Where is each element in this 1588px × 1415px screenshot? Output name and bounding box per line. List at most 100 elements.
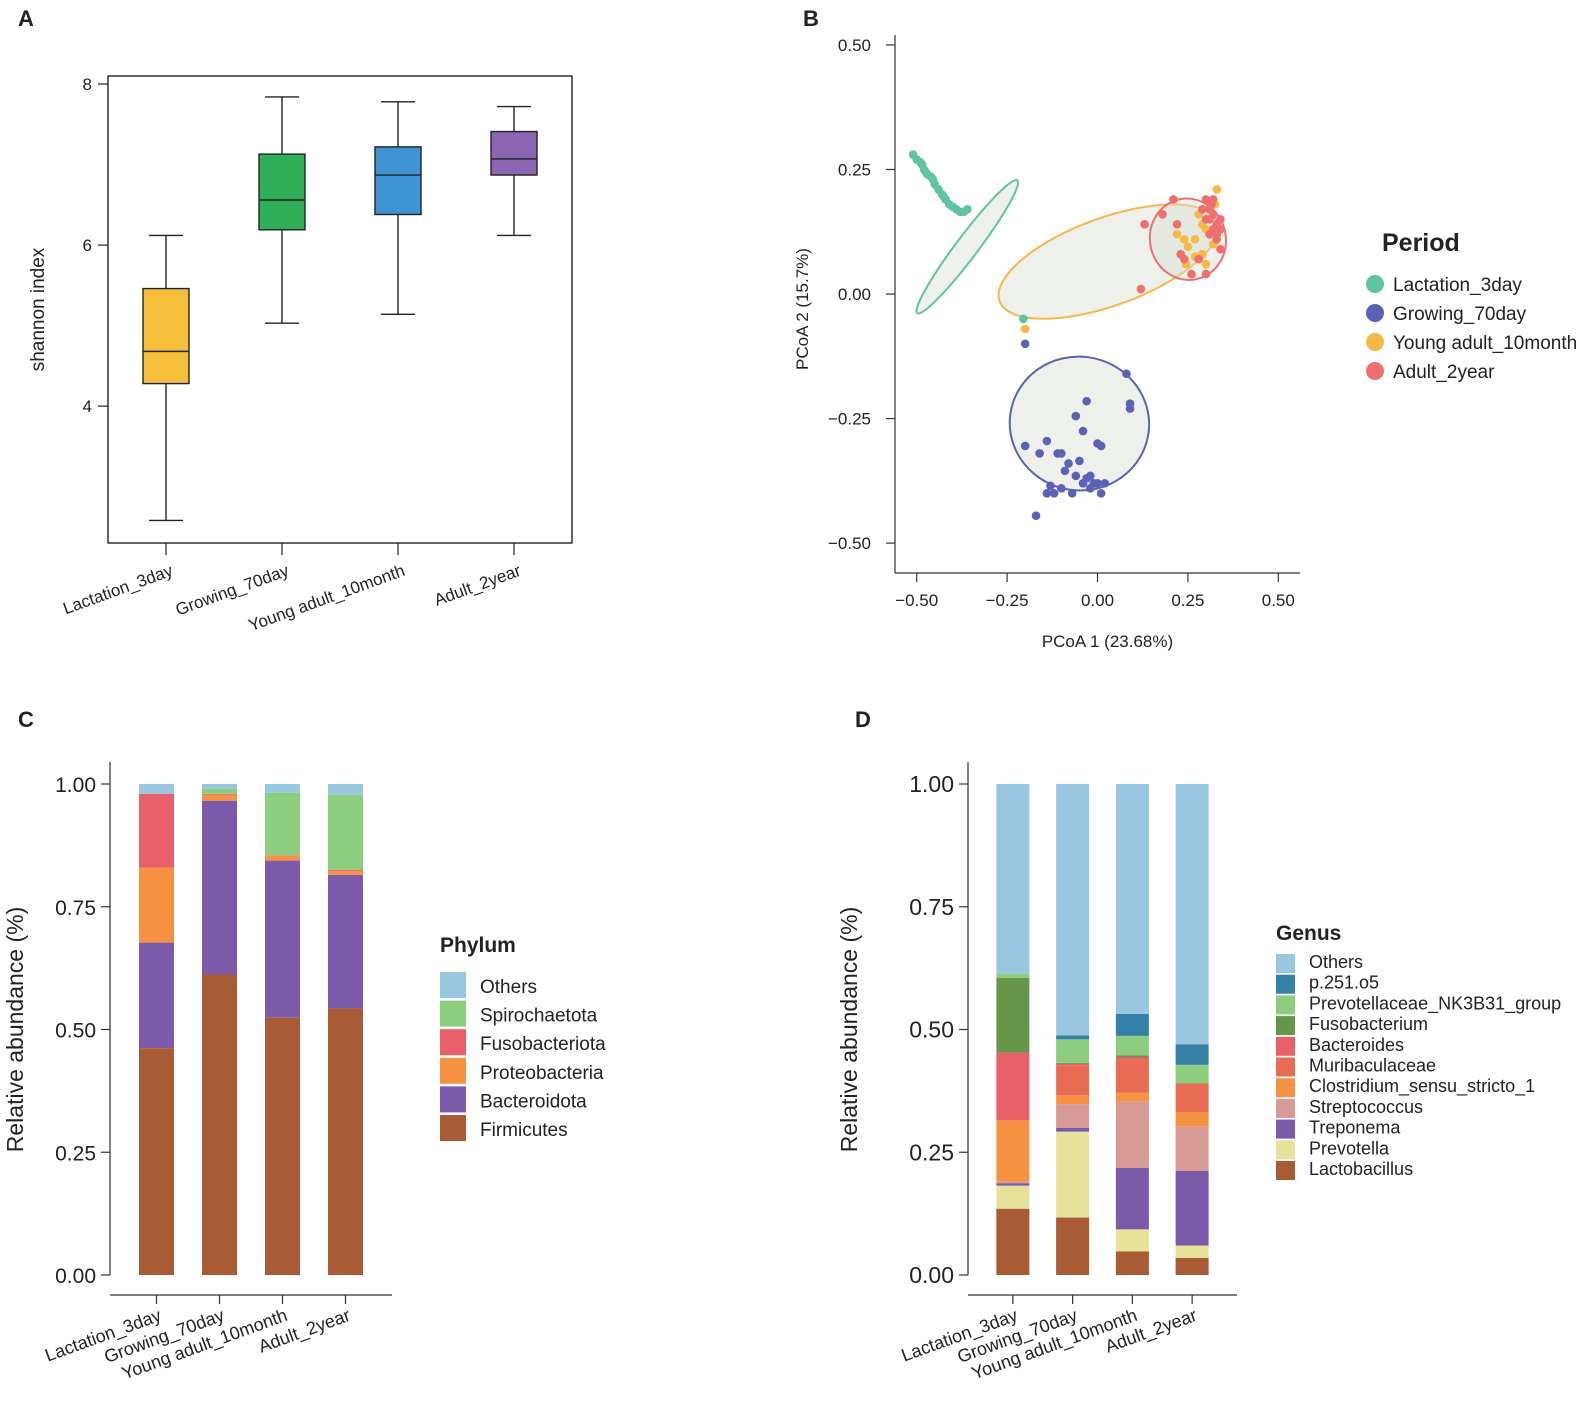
confidence-ellipse (915, 178, 1020, 315)
box-lactation-3day (142, 234, 190, 522)
segment-fusobacterium (1115, 1055, 1149, 1057)
segment-others (996, 784, 1030, 975)
data-point (1201, 195, 1211, 204)
y-tick-label: 0.00 (838, 285, 871, 304)
box-iqr (374, 146, 422, 216)
data-point (1179, 234, 1189, 244)
segment-proteobacteria (328, 870, 363, 875)
data-point (1190, 234, 1200, 244)
x-tick-label: −0.50 (895, 591, 938, 610)
data-point (1078, 426, 1088, 436)
data-point (1067, 488, 1077, 498)
legend-swatch-fusobacteriota (440, 1029, 466, 1056)
legend-swatch-spirochaetota (440, 1000, 466, 1027)
data-point (1194, 254, 1204, 264)
segment-lactobacillus (1056, 1217, 1090, 1275)
data-point (1207, 200, 1216, 209)
legend-label-treponema: Treponema (1309, 1118, 1401, 1138)
y-tick-label: 0.50 (838, 36, 871, 55)
data-point (1082, 396, 1091, 406)
data-point (1212, 234, 1222, 244)
legend-label-clostridium-sensu-stricto-1: Clostridium_sensu_stricto_1 (1309, 1076, 1535, 1097)
y-tick-label: 6 (83, 236, 92, 255)
data-point (1169, 195, 1178, 204)
y-tick-label: 4 (83, 397, 92, 416)
bar-lactation-3day (139, 784, 174, 1275)
segment-prevotellaceae-nk3b31-group (1056, 1039, 1090, 1063)
segment-spirochaetota (265, 792, 300, 856)
legend-label-spirochaetota: Spirochaetota (480, 1006, 598, 1027)
legend-label-bacteroidota: Bacteroidota (480, 1091, 587, 1112)
segment-bacteroidota (202, 800, 237, 975)
data-point (1216, 244, 1225, 254)
segment-muribaculaceae (1175, 1083, 1209, 1112)
bar-growing-70day (202, 784, 237, 1275)
legend-label-growing-70day: Growing_70day (1393, 304, 1527, 325)
legend: Phylum Others Spirochaetota Fusobacteriota P… (440, 934, 606, 1141)
y-tick-label: −0.25 (828, 410, 871, 429)
data-point (1071, 471, 1081, 481)
legend: Period Lactation_3day Growing_70day Young a… (1366, 229, 1577, 383)
legend-swatch-fusobacterium (1276, 1016, 1295, 1036)
segment-spirochaetota (328, 794, 363, 870)
segment-streptococcus (1115, 1101, 1149, 1168)
legend-swatch-growing-70day (1366, 304, 1384, 322)
y-tick-label: 0.75 (909, 894, 954, 920)
x-tick-label: 0.00 (1081, 591, 1114, 610)
legend-label-fusobacterium: Fusobacterium (1309, 1014, 1428, 1034)
box-iqr (490, 130, 538, 176)
panel-b-pcoa: 0.50 0.25 0.00 −0.25 −0.50 −0.50 −0.25 0.00 0.25… (793, 35, 1577, 651)
data-point (1085, 471, 1095, 481)
segment-treponema (1056, 1127, 1090, 1132)
segment-bacteroidota (328, 874, 363, 1009)
data-point (1020, 339, 1030, 349)
data-point (1031, 511, 1041, 521)
y-axis-label: Relative abundance (%) (836, 907, 862, 1152)
legend-title: Period (1382, 229, 1460, 257)
bar-adult-2year (1175, 784, 1209, 1275)
box-iqr (142, 287, 190, 385)
y-tick-label: 0.00 (55, 1265, 96, 1288)
segment-muribaculaceae (1056, 1065, 1090, 1096)
data-point (1183, 242, 1193, 252)
segment-proteobacteria (139, 867, 174, 943)
data-point (1201, 259, 1211, 269)
legend-swatch-prevotellaceae-nk3b31-group (1276, 995, 1295, 1015)
data-point (1136, 284, 1146, 294)
segment-bacteroides (1056, 1063, 1090, 1066)
legend-swatch-firmicutes (440, 1115, 466, 1141)
data-point (1198, 205, 1207, 214)
data-point (1096, 488, 1106, 498)
segment-fusobacterium (996, 977, 1030, 1053)
segment-streptococcus (1175, 1126, 1209, 1171)
bar-lactation-3day (996, 784, 1030, 1275)
data-point (1046, 481, 1055, 491)
y-tick-label: 1.00 (909, 771, 954, 797)
legend-swatch-p-251-o5 (1276, 974, 1295, 994)
data-point (1078, 479, 1088, 488)
legend-title: Genus (1276, 922, 1341, 945)
x-tick-label: Adult_2year (432, 561, 524, 610)
x-tick-label: −0.25 (986, 591, 1029, 610)
panel-label-c: C (18, 707, 34, 732)
data-point (1035, 449, 1044, 458)
bar-adult-2year (328, 784, 363, 1275)
segment-clostridium-sensu-stricto-1 (1175, 1111, 1209, 1127)
segment-p-251-o5 (1175, 1044, 1209, 1065)
data-point (1100, 479, 1110, 488)
y-tick-label: −0.50 (828, 534, 871, 553)
panel-label-b: B (803, 6, 819, 31)
segment-lactobacillus (1115, 1251, 1149, 1275)
x-tick-label: 0.25 (1171, 591, 1204, 610)
segment-firmicutes (328, 1008, 363, 1275)
legend-label-lactation-3day: Lactation_3day (1393, 275, 1522, 296)
segment-clostridium-sensu-stricto-1 (1115, 1092, 1149, 1102)
segment-p-251-o5 (1115, 1013, 1149, 1036)
bar-growing-70day (1056, 784, 1090, 1275)
y-tick-label: 0.75 (55, 897, 96, 920)
data-point (1201, 269, 1211, 279)
panel-c-phylum: 0.00 0.25 0.50 0.75 1.00 Relative abundance (… (2, 762, 606, 1384)
segment-bacteroidota (139, 942, 174, 1049)
data-point (1172, 229, 1182, 239)
y-tick-label: 8 (83, 75, 92, 94)
